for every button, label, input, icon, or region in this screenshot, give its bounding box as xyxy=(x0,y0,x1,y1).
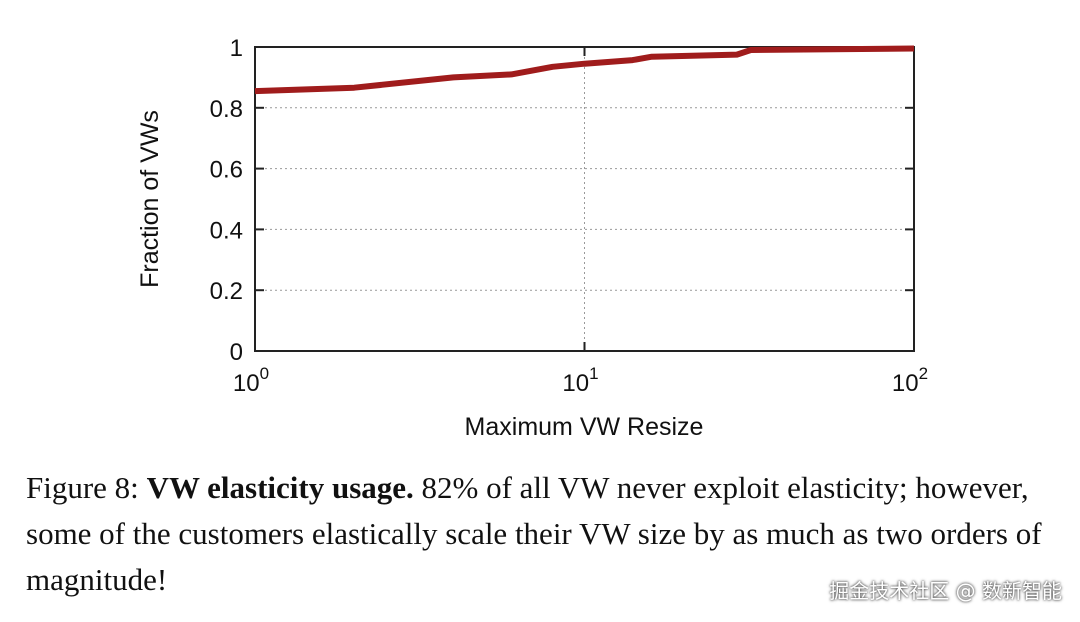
figure-caption: Figure 8: VW elasticity usage. 82% of al… xyxy=(26,465,1066,603)
x-tick-label: 101 xyxy=(562,364,598,397)
x-tick-label: 102 xyxy=(892,364,928,397)
y-tick-label: 0.6 xyxy=(210,157,243,184)
y-tick-label: 1 xyxy=(230,35,243,62)
caption-title: VW elasticity usage. xyxy=(146,470,414,505)
y-tick-label: 0.8 xyxy=(210,96,243,123)
watermark: 掘金技术社区 @ 数新智能 xyxy=(829,579,1062,603)
x-tick-label: 100 xyxy=(233,364,269,397)
y-tick-label: 0 xyxy=(230,339,243,366)
caption-prefix: Figure 8: xyxy=(26,470,147,505)
series-line xyxy=(254,45,915,95)
y-tick-label: 0.4 xyxy=(210,217,243,244)
x-axis-label: Maximum VW Resize xyxy=(465,413,704,441)
y-tick-label: 0.2 xyxy=(210,278,243,305)
caption-text: 82% of all VW never exploit elasticity; … xyxy=(26,470,1042,597)
y-axis-label: Fraction of VWs xyxy=(136,110,164,288)
grid xyxy=(255,47,914,351)
